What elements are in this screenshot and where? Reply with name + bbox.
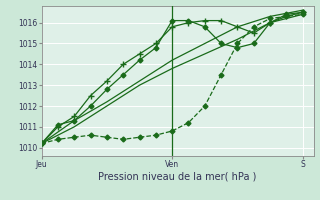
X-axis label: Pression niveau de la mer( hPa ): Pression niveau de la mer( hPa ): [99, 172, 257, 182]
